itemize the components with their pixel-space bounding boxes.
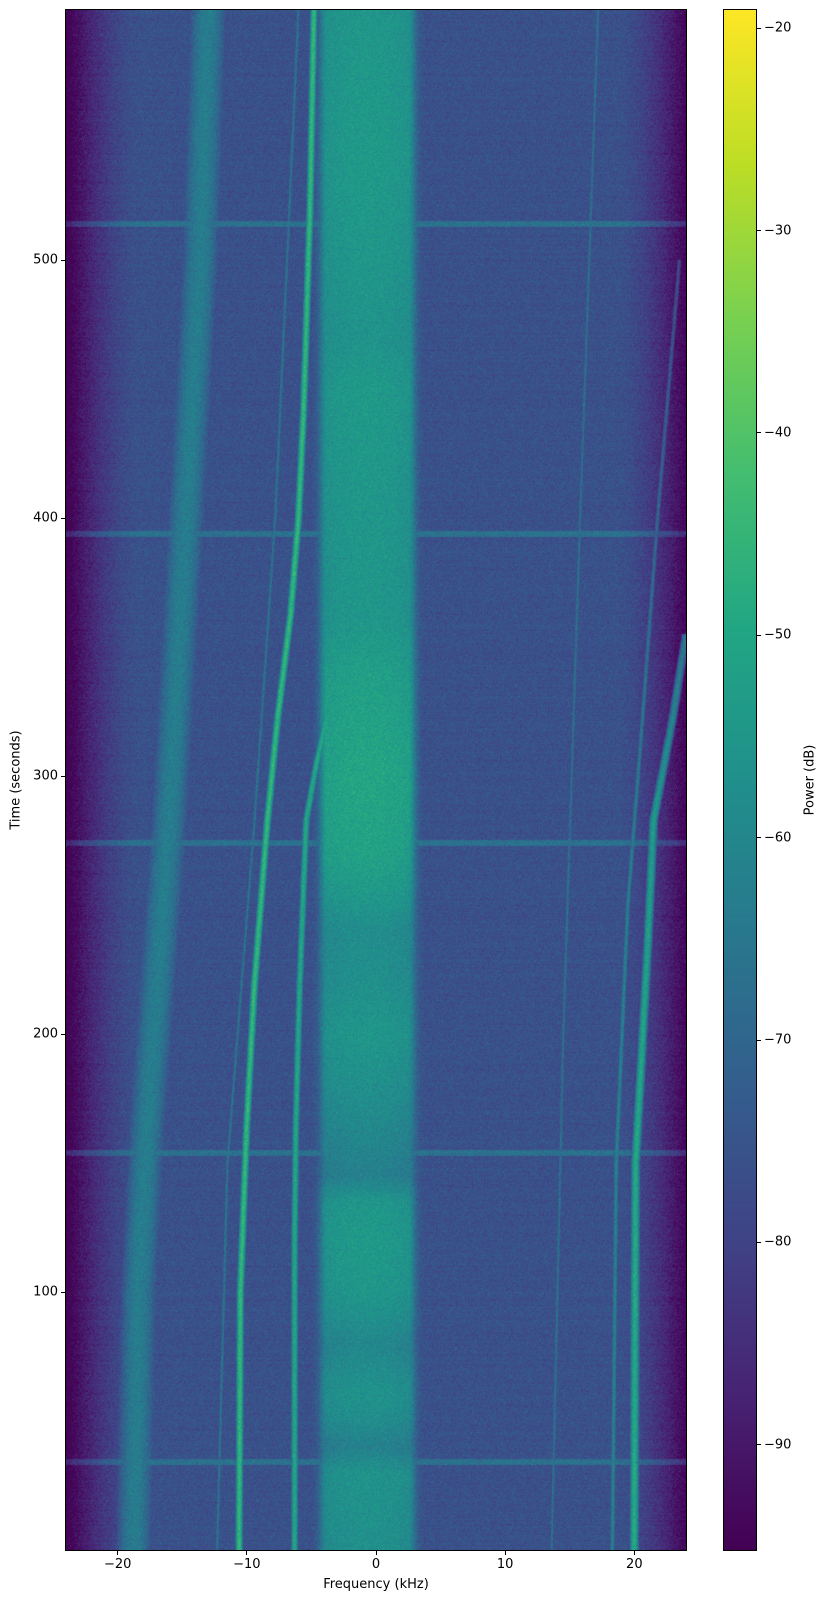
colorbar-tick bbox=[756, 230, 761, 232]
colorbar-tick-label: −70 bbox=[764, 1032, 792, 1048]
colorbar-tick bbox=[756, 27, 761, 29]
x-tick bbox=[504, 1550, 506, 1555]
colorbar-tick-label: −30 bbox=[764, 223, 792, 239]
spectrogram-axes bbox=[66, 10, 686, 1550]
colorbar-tick-label: −50 bbox=[764, 627, 792, 643]
y-tick bbox=[61, 1291, 66, 1293]
y-tick-label: 500 bbox=[33, 252, 58, 268]
x-tick bbox=[117, 1550, 119, 1555]
y-tick-label: 300 bbox=[33, 768, 58, 784]
x-tick bbox=[633, 1550, 635, 1555]
colorbar-tick bbox=[756, 1241, 761, 1243]
colorbar-tick bbox=[756, 1444, 761, 1446]
y-tick-label: 100 bbox=[33, 1284, 58, 1300]
y-tick bbox=[61, 775, 66, 777]
y-tick-label: 400 bbox=[33, 510, 58, 526]
x-tick bbox=[246, 1550, 248, 1555]
colorbar-tick bbox=[756, 837, 761, 839]
spectrogram-image bbox=[66, 10, 686, 1550]
x-tick-label: −20 bbox=[103, 1557, 132, 1572]
x-tick-label: 0 bbox=[371, 1557, 381, 1572]
x-axis-label: Frequency (kHz) bbox=[323, 1577, 429, 1592]
colorbar-tick bbox=[756, 634, 761, 636]
x-tick-label: −10 bbox=[233, 1557, 261, 1572]
y-axis-label: Time (seconds) bbox=[8, 730, 24, 830]
y-tick bbox=[61, 517, 66, 519]
colorbar bbox=[724, 10, 756, 1550]
colorbar-label: Power (dB) bbox=[802, 744, 818, 816]
x-tick bbox=[375, 1550, 377, 1555]
colorbar-tick-label: −20 bbox=[764, 20, 792, 36]
colorbar-tick-label: −40 bbox=[764, 425, 792, 441]
colorbar-tick-label: −80 bbox=[764, 1234, 792, 1250]
colorbar-tick bbox=[756, 1039, 761, 1041]
colorbar-frame bbox=[723, 9, 757, 1551]
colorbar-tick-label: −90 bbox=[764, 1437, 792, 1453]
y-tick bbox=[61, 1033, 66, 1035]
x-tick-label: 10 bbox=[496, 1557, 514, 1572]
colorbar-tick-label: −60 bbox=[764, 830, 792, 846]
x-tick-label: 20 bbox=[626, 1557, 643, 1572]
colorbar-tick bbox=[756, 432, 761, 434]
y-tick-label: 200 bbox=[33, 1026, 58, 1042]
y-tick bbox=[61, 259, 66, 261]
